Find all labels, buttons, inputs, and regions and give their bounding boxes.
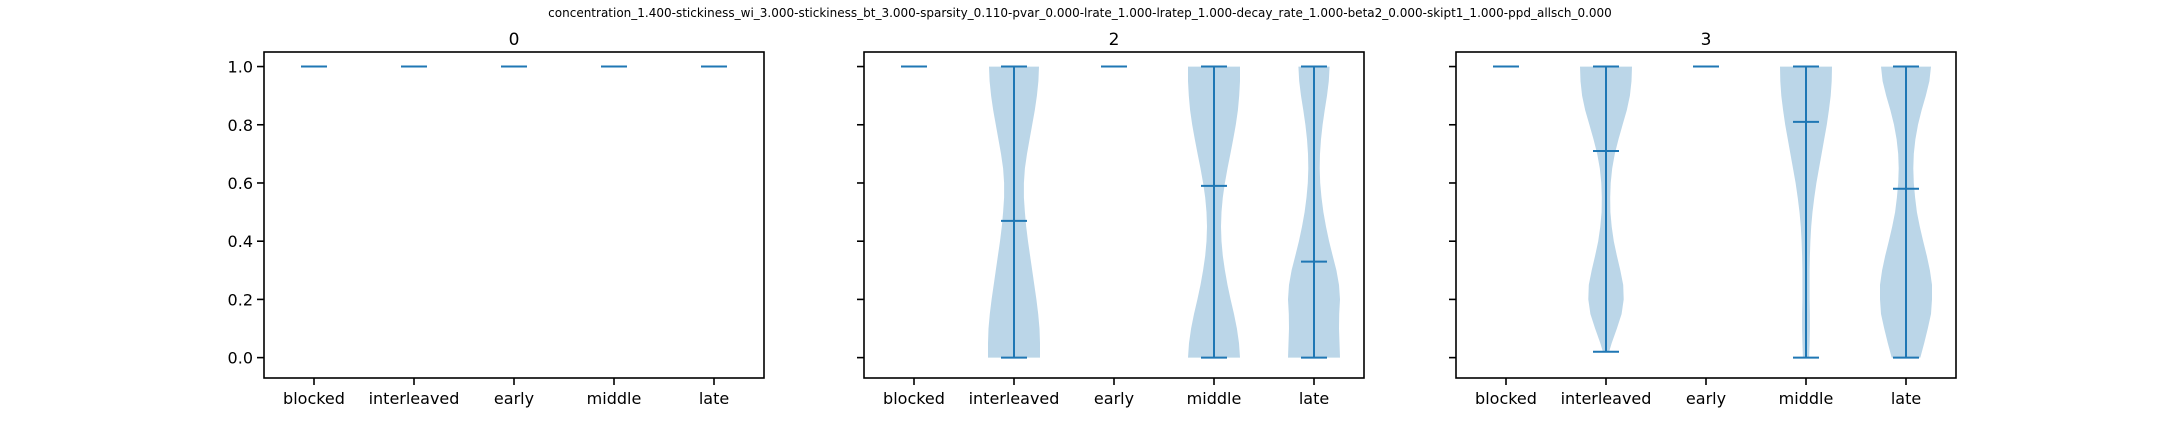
x-tick-label: interleaved [969,389,1060,408]
x-tick-label: early [1094,389,1134,408]
subplot-0: 0 blocked interleaved early middle late 0.0 0.2… [228,30,765,408]
violin-late [1880,65,1932,359]
x-tick-label: interleaved [369,389,460,408]
x-tick-label: blocked [1475,389,1537,408]
x-tick-label: late [1891,389,1921,408]
subplot-1: 2 blocked interleaved early middle late [857,30,1365,408]
figure-suptitle: concentration_1.400-stickiness_wi_3.000-… [548,6,1612,20]
x-tick-label: early [494,389,534,408]
violin-interleaved [1580,65,1632,353]
subplot-2: 3 blocked interleaved early middle late [1449,30,1957,408]
x-tick-label: interleaved [1561,389,1652,408]
x-tick-label: early [1686,389,1726,408]
y-tick-label: 0.0 [228,349,253,368]
panel-title: 0 [509,30,520,50]
x-tick-label: blocked [283,389,345,408]
x-tick-label: late [699,389,729,408]
violin-late [1288,65,1340,359]
axes-frame [263,51,765,379]
y-tick-label: 0.2 [228,290,253,309]
y-tick-label: 0.4 [228,232,253,251]
violin-middle [1188,65,1240,359]
x-tick-label: blocked [883,389,945,408]
axes-frame [1455,51,1957,379]
x-tick-label: middle [1779,389,1834,408]
x-tick-label: middle [1187,389,1242,408]
x-tick-label: middle [587,389,642,408]
panel-title: 2 [1109,30,1120,50]
y-tick-label: 0.8 [228,116,253,135]
violin-middle [1780,65,1832,359]
y-tick-label: 1.0 [228,58,253,77]
x-tick-label: late [1299,389,1329,408]
violin-interleaved [988,65,1040,359]
panel-title: 3 [1701,30,1712,50]
y-tick-label: 0.6 [228,174,253,193]
